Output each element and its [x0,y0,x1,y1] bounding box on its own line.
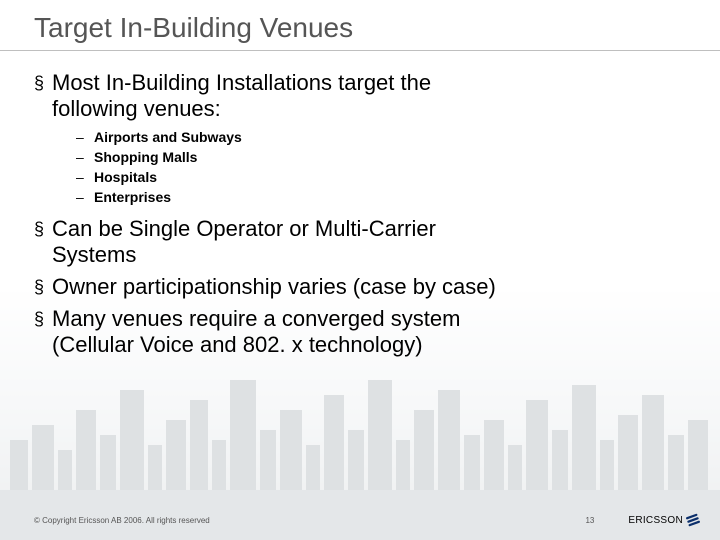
bullet-item: § Most In-Building Installations target … [34,70,504,122]
bullet-glyph: § [34,70,52,96]
sub-text: Airports and Subways [94,128,242,146]
bullet-glyph: § [34,274,52,300]
dash-glyph: – [76,128,94,146]
dash-glyph: – [76,188,94,206]
brand: ERICSSON [628,513,700,527]
dash-glyph: – [76,148,94,166]
copyright-text: © Copyright Ericsson AB 2006. All rights… [34,516,210,525]
bullet-text: Most In-Building Installations target th… [52,70,504,122]
bullet-text: Can be Single Operator or Multi-Carrier … [52,216,504,268]
sub-item: – Enterprises [76,188,504,206]
bullet-item: § Can be Single Operator or Multi-Carrie… [34,216,504,268]
brand-text: ERICSSON [628,515,683,526]
bullet-glyph: § [34,216,52,242]
bullet-text: Owner participationship varies (case by … [52,274,496,300]
sub-item: – Shopping Malls [76,148,504,166]
sub-list: – Airports and Subways – Shopping Malls … [76,128,504,206]
sub-item: – Hospitals [76,168,504,186]
title-underline [0,50,720,51]
slide-title: Target In-Building Venues [34,12,353,50]
bullet-text: Many venues require a converged system (… [52,306,504,358]
slide: Target In-Building Venues § Most In-Buil… [0,0,720,540]
bullet-item: § Owner participationship varies (case b… [34,274,504,300]
sub-text: Enterprises [94,188,171,206]
sub-text: Hospitals [94,168,157,186]
bullet-item: § Many venues require a converged system… [34,306,504,358]
dash-glyph: – [76,168,94,186]
footer: © Copyright Ericsson AB 2006. All rights… [34,512,700,528]
sub-item: – Airports and Subways [76,128,504,146]
footer-right: 13 ERICSSON [585,513,700,527]
bullet-glyph: § [34,306,52,332]
content-area: § Most In-Building Installations target … [34,70,504,364]
page-number: 13 [585,516,594,525]
sub-text: Shopping Malls [94,148,197,166]
ericsson-logo-icon [686,513,700,527]
